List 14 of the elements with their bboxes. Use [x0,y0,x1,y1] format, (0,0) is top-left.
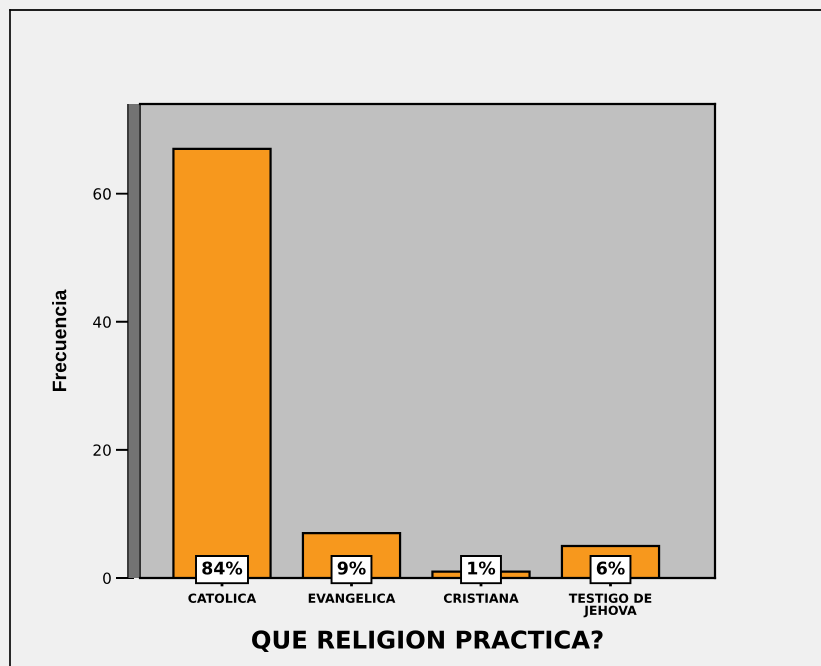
y-tick-label: 60 [93,188,111,200]
x-tick-label: CRISTIANA [444,594,519,603]
annotation: 9% [338,562,366,575]
x-tick-label: TESTIGO DE JEHOVA [568,594,652,618]
annotation: 1% [468,562,496,575]
annotation: 6% [596,562,625,575]
y-tick-label: 40 [93,316,111,328]
x-tick-label: EVANGELICA [308,594,396,603]
y-axis-title: Frecuencia [52,290,66,392]
x-tick-label: CATOLICA [188,594,256,603]
y-tick-label: 0 [103,572,111,584]
annotation: 84% [202,562,242,575]
x-axis-title: QUE RELIGION PRACTICA? [252,630,603,652]
y-tick-label: 20 [94,444,111,456]
